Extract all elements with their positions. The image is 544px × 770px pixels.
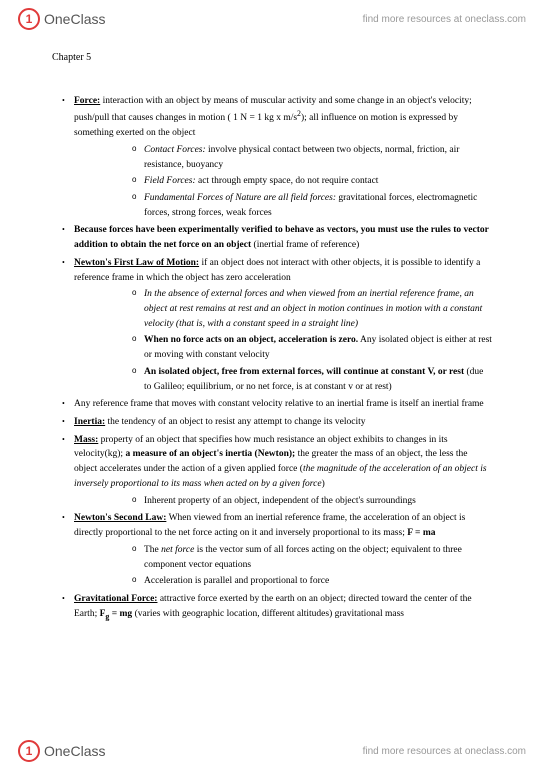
sub-acceleration: Acceleration is parallel and proportiona… bbox=[132, 574, 492, 589]
note-newton-second: Newton's Second Law: When viewed from an… bbox=[62, 511, 492, 589]
footer-logo-text-one: One bbox=[44, 743, 70, 759]
page-header: 1 OneClass find more resources at onecla… bbox=[0, 0, 544, 38]
sub-isolated-object: An isolated object, free from external f… bbox=[132, 365, 492, 394]
note-gravitational: Gravitational Force: attractive force ex… bbox=[62, 592, 492, 623]
chapter-title: Chapter 5 bbox=[52, 50, 492, 66]
term-newton-second: Newton's Second Law: bbox=[74, 513, 166, 523]
force-sublist: Contact Forces: involve physical contact… bbox=[74, 143, 492, 221]
note-mass: Mass: property of an object that specifi… bbox=[62, 433, 492, 509]
newton-first-sublist: In the absence of external forces and wh… bbox=[74, 287, 492, 394]
footer-logo-text-class: Class bbox=[70, 743, 105, 759]
note-newton-first: Newton's First Law of Motion: if an obje… bbox=[62, 256, 492, 394]
newton-second-sublist: The net force is the vector sum of all f… bbox=[74, 543, 492, 589]
footer-logo: 1 OneClass bbox=[18, 740, 105, 762]
footer-logo-text: OneClass bbox=[44, 743, 105, 759]
page-footer: 1 OneClass find more resources at onecla… bbox=[0, 732, 544, 770]
sub-fundamental-forces: Fundamental Forces of Nature are all fie… bbox=[132, 191, 492, 220]
document-content: Chapter 5 Force: interaction with an obj… bbox=[52, 50, 492, 626]
logo-icon: 1 bbox=[18, 8, 40, 30]
logo-text-one: One bbox=[44, 11, 70, 27]
footer-logo-icon: 1 bbox=[18, 740, 40, 762]
sub-no-force: When no force acts on an object, acceler… bbox=[132, 333, 492, 362]
term-mass: Mass: bbox=[74, 435, 98, 445]
term-gravitational: Gravitational Force: bbox=[74, 594, 157, 604]
note-inertia: Inertia: the tendency of an object to re… bbox=[62, 415, 492, 430]
logo: 1 OneClass bbox=[18, 8, 105, 30]
logo-text: OneClass bbox=[44, 11, 105, 27]
sub-inherent-property: Inherent property of an object, independ… bbox=[132, 494, 492, 509]
note-vectors: Because forces have been experimentally … bbox=[62, 223, 492, 252]
term-inertia: Inertia: bbox=[74, 417, 105, 427]
logo-text-class: Class bbox=[70, 11, 105, 27]
sub-inertial-frame: In the absence of external forces and wh… bbox=[132, 287, 492, 331]
sub-net-force: The net force is the vector sum of all f… bbox=[132, 543, 492, 572]
notes-list: Force: interaction with an object by mea… bbox=[52, 94, 492, 623]
sub-field-forces: Field Forces: act through empty space, d… bbox=[132, 174, 492, 189]
term-newton-first: Newton's First Law of Motion: bbox=[74, 258, 199, 268]
term-force: Force: bbox=[74, 96, 100, 106]
note-force: Force: interaction with an object by mea… bbox=[62, 94, 492, 221]
sub-contact-forces: Contact Forces: involve physical contact… bbox=[132, 143, 492, 172]
note-reference-frame: Any reference frame that moves with cons… bbox=[62, 397, 492, 412]
mass-sublist: Inherent property of an object, independ… bbox=[74, 494, 492, 509]
footer-tagline: find more resources at oneclass.com bbox=[363, 746, 526, 757]
header-tagline: find more resources at oneclass.com bbox=[363, 14, 526, 25]
